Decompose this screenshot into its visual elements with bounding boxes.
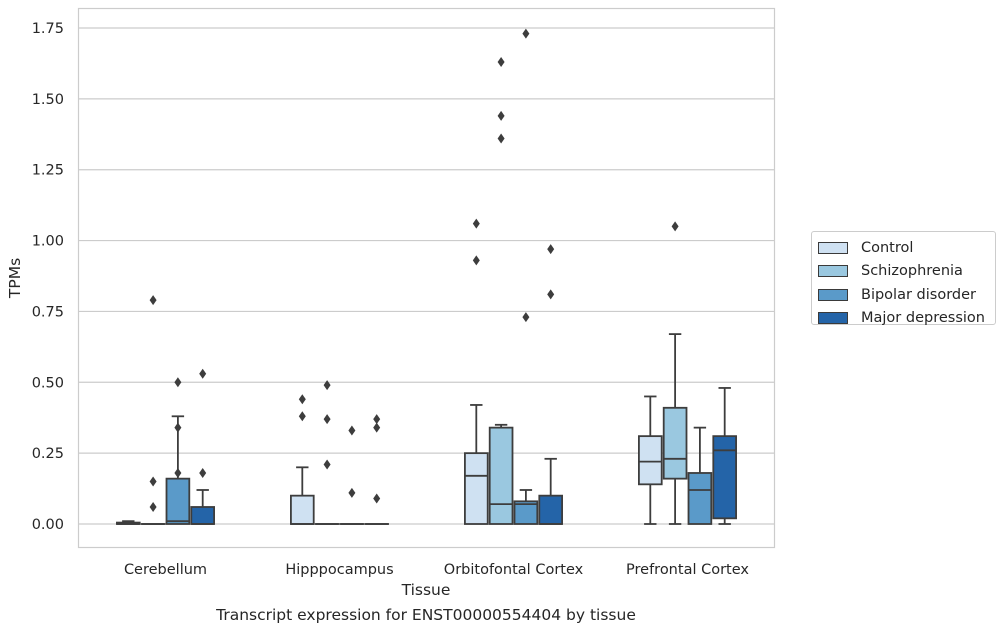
outlier-marker <box>348 487 356 498</box>
box-3-3 <box>712 387 737 525</box>
y-tick-label: 1.00 <box>32 234 64 250</box>
outlier-marker <box>174 377 182 388</box>
outlier-marker <box>373 414 381 425</box>
box-2-2 <box>513 28 539 525</box>
box-3-2 <box>687 426 713 525</box>
box-0-3 <box>190 368 215 525</box>
legend-swatch <box>818 265 848 278</box>
legend-item: Bipolar disorder <box>818 283 989 307</box>
legend-label: Major depression <box>861 310 985 327</box>
y-tick-label: 0.75 <box>32 304 64 320</box>
outlier-marker <box>497 133 505 144</box>
outlier-marker <box>547 244 555 255</box>
y-tick-labels: 0.00 0.25 0.50 0.75 1.00 1.25 1.50 1.75 <box>32 21 64 533</box>
outlier-marker <box>472 218 480 229</box>
outlier-marker <box>472 255 480 266</box>
outlier-marker <box>174 467 182 478</box>
box-groups <box>116 28 737 525</box>
box-0-0 <box>116 520 141 525</box>
outlier-marker <box>497 57 505 68</box>
box-body <box>488 426 514 525</box>
outlier-marker <box>323 459 331 470</box>
outlier-marker <box>149 295 157 306</box>
y-axis-label: TPMs <box>6 258 24 299</box>
x-axis-label: Tissue <box>401 581 451 599</box>
y-tick-label: 1.75 <box>32 21 64 37</box>
x-tick-label: Cerebellum <box>124 562 207 578</box>
legend-item: Major depression <box>818 307 989 331</box>
y-tick-label: 0.50 <box>32 375 64 391</box>
box-1-0 <box>290 394 315 525</box>
outlier-marker <box>497 110 505 121</box>
legend-item: Control <box>818 236 989 260</box>
box-body <box>638 435 663 486</box>
legend-swatch <box>818 312 848 325</box>
outlier-marker <box>199 368 207 379</box>
outlier-marker <box>174 422 182 433</box>
outlier-marker <box>323 414 331 425</box>
box-body <box>513 500 539 525</box>
outlier-marker <box>298 394 306 405</box>
legend-label: Schizophrenia <box>861 263 963 280</box>
box-body <box>712 435 737 520</box>
legend-swatch <box>818 241 848 254</box>
chart-caption: Transcript expression for ENST0000055440… <box>216 606 636 624</box>
y-tick-label: 0.00 <box>32 517 64 533</box>
legend-label: Control <box>861 239 914 256</box>
legend-swatch <box>818 288 848 301</box>
box-body <box>687 472 713 525</box>
box-2-1 <box>488 57 514 525</box>
box-body <box>165 477 191 525</box>
outlier-marker <box>298 411 306 422</box>
outlier-marker <box>348 425 356 436</box>
box-1-1 <box>314 380 340 525</box>
x-tick-label: Prefrontal Cortex <box>626 562 749 578</box>
box-1-3 <box>364 414 389 525</box>
x-tick-label: Orbitofontal Cortex <box>444 562 584 578</box>
x-tick-label: Hipppocampus <box>285 562 393 578</box>
legend-label: Bipolar disorder <box>861 286 976 303</box>
outlier-marker <box>522 312 530 323</box>
y-tick-label: 1.25 <box>32 163 64 179</box>
box-0-2 <box>165 377 191 525</box>
outlier-marker <box>373 493 381 504</box>
box-2-3 <box>538 244 563 525</box>
box-1-2 <box>339 425 365 525</box>
legend: Control Schizophrenia Bipolar disorder Majo… <box>811 231 996 326</box>
outlier-marker <box>149 476 157 487</box>
box-3-1 <box>662 221 688 525</box>
box-body <box>538 494 563 525</box>
box-body <box>662 406 688 480</box>
outlier-marker <box>547 289 555 300</box>
box-2-0 <box>464 218 489 525</box>
outlier-marker <box>149 501 157 512</box>
box-body <box>464 452 489 525</box>
y-tick-label: 0.25 <box>32 446 64 462</box>
outlier-marker <box>323 380 331 391</box>
outlier-marker <box>522 28 530 39</box>
x-tick-labels: Cerebellum Hipppocampus Orbitofontal Corte… <box>124 562 749 578</box>
box-3-0 <box>638 395 663 525</box>
outlier-marker <box>199 467 207 478</box>
box-body <box>190 506 215 525</box>
outlier-marker <box>373 422 381 433</box>
box-body <box>290 494 315 525</box>
outlier-marker <box>671 221 679 232</box>
y-tick-label: 1.50 <box>32 92 64 108</box>
box-0-1 <box>140 295 166 525</box>
legend-item: Schizophrenia <box>818 260 989 284</box>
